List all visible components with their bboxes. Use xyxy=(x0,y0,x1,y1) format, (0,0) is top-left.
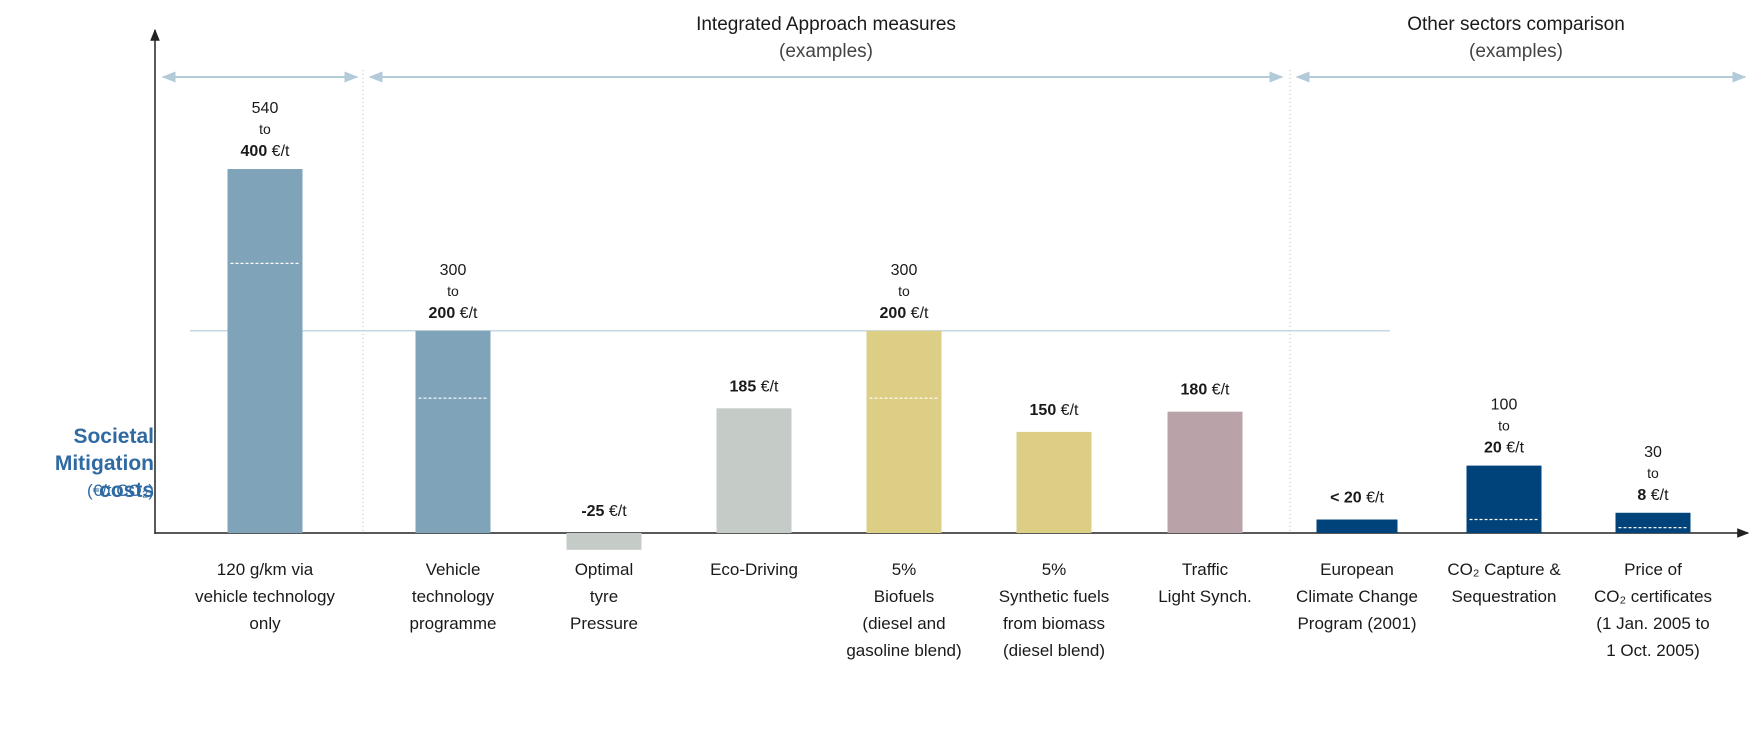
value-label: 100 xyxy=(1491,397,1518,414)
value-label: 400 €/t xyxy=(241,143,290,160)
bar xyxy=(227,169,303,534)
x-tick-label: Optimal tyre Pressure xyxy=(570,560,638,633)
x-tick-label: 120 g/km via vehicle technology only xyxy=(195,560,335,633)
y-label: Societal xyxy=(73,425,154,448)
bar xyxy=(716,408,792,533)
x-tick-label: 5% Biofuels (diesel and gasoline blend) xyxy=(846,560,961,660)
bar xyxy=(1167,411,1243,533)
group-subtitle: (examples) xyxy=(1469,41,1563,62)
range-word: to xyxy=(447,283,459,299)
value-label: 8 €/t xyxy=(1637,487,1669,504)
value-label: 300 xyxy=(891,262,918,279)
bar xyxy=(866,330,942,533)
value-label: 180 €/t xyxy=(1181,382,1230,399)
x-tick-label: Traffic Light Synch. xyxy=(1158,560,1252,606)
value-label: 30 xyxy=(1644,444,1662,461)
x-tick-label: Price of CO₂ certificates (1 Jan. 2005 to 1… xyxy=(1594,560,1712,660)
bar xyxy=(1615,512,1691,533)
value-label: 540 xyxy=(252,100,279,117)
group-subtitle: (examples) xyxy=(779,41,873,62)
bar xyxy=(1016,431,1092,533)
y-unit: (€/t CO₂) xyxy=(87,481,154,500)
x-tick-label: 5% Synthetic fuels from biomass (diesel ble… xyxy=(999,560,1110,660)
group-title: Integrated Approach measures xyxy=(696,14,956,35)
range-word: to xyxy=(1647,465,1659,481)
range-word: to xyxy=(1498,418,1510,434)
value-label: < 20 €/t xyxy=(1330,490,1384,507)
value-label: 200 €/t xyxy=(429,305,478,322)
y-label: costs xyxy=(99,479,154,502)
value-label: 150 €/t xyxy=(1030,402,1079,419)
value-label: 20 €/t xyxy=(1484,440,1525,457)
y-label: Mitigation xyxy=(55,452,154,475)
value-label: 200 €/t xyxy=(880,305,929,322)
x-tick-label: Vehicle technology programme xyxy=(410,560,497,633)
range-word: to xyxy=(898,283,910,299)
bar xyxy=(1466,465,1542,533)
x-tick-label: CO₂ Capture & Sequestration xyxy=(1447,560,1561,606)
bar xyxy=(1316,519,1398,533)
value-label: -25 €/t xyxy=(581,503,627,520)
bar xyxy=(415,330,491,533)
range-word: to xyxy=(259,121,271,137)
value-label: 300 xyxy=(440,262,467,279)
x-tick-label: European Climate Change Program (2001) xyxy=(1296,560,1418,633)
group-title: Other sectors comparison xyxy=(1407,14,1625,35)
value-label: 185 €/t xyxy=(730,378,779,395)
x-tick-label: Eco-Driving xyxy=(710,560,798,579)
bar xyxy=(566,533,642,550)
